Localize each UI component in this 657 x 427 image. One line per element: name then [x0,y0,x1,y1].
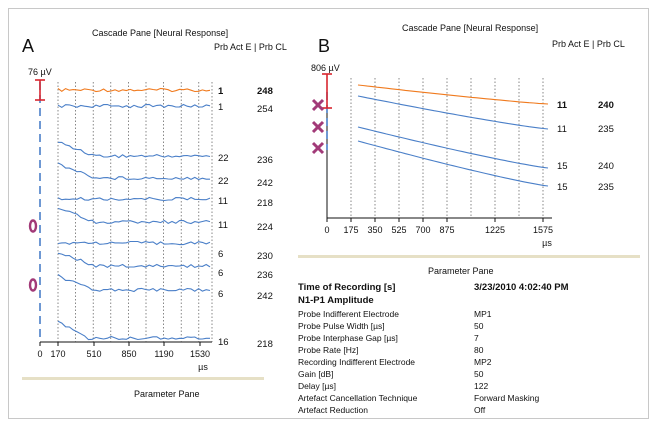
panel-b-row-current-level: 240 [598,100,614,111]
panel-b-x-tick-label: 525 [391,225,406,235]
panel-a-separator [22,377,264,380]
parameter-value: 50 [474,369,484,379]
panel-a-trace [57,162,210,181]
panel-b-x-unit: µs [542,238,552,248]
parameter-value: MP2 [474,357,492,367]
parameter-value: Forward Masking [474,393,540,403]
panel-a-marker-oval [28,278,38,292]
panel-b-row-current-level: 235 [598,182,614,193]
parameter-value: 7 [474,333,479,343]
parameter-value: 3/23/2010 4:02:40 PM [474,282,569,293]
panel-b-row-act-electrode: 15 [557,161,568,172]
panel-a-trace [57,274,211,293]
panel-a-trace [57,196,211,202]
panel-a-trace [57,252,211,269]
panel-b-trace [357,140,549,187]
parameter-value: 80 [474,345,484,355]
panel-a-x-tick-label: 0 [37,349,42,359]
panel-b-x-tick-label: 875 [439,225,454,235]
panel-a-row-current-level: 218 [257,198,273,209]
panel-a-row-current-level: 254 [257,104,273,115]
panel-a-trace [57,240,211,246]
panel-a-x-tick-label: 850 [121,349,136,359]
panel-a-row-current-level: 236 [257,270,273,281]
panel-b-row-current-level: 235 [598,124,614,135]
parameter-value: 50 [474,321,484,331]
panel-b-scale-label: 806 µV [311,63,340,73]
panel-b-label: B [318,36,331,56]
panel-a-trace [57,141,211,159]
parameter-label: Artefact Cancellation Technique [298,393,418,403]
parameter-label: Delay [µs] [298,381,336,391]
panel-a-x-unit: µs [198,362,208,372]
panel-b-cascade-title: Cascade Pane [Neural Response] [402,23,539,33]
panel-a-row-current-level: 230 [257,251,273,262]
panel-a-marker-oval [28,219,38,233]
panel-a-row-current-level: 242 [257,178,273,189]
panel-a-trace [57,320,210,341]
panel-a-x-tick-label: 510 [86,349,101,359]
panel-a-row-act-electrode: 22 [218,176,229,187]
parameter-label: Gain [dB] [298,369,334,379]
parameter-label: Probe Rate [Hz] [298,345,359,355]
panel-a-row-current-level: 218 [257,339,273,350]
panel-b-x-tick-label: 1225 [485,225,505,235]
panel-a-x-tick-label: 1530 [190,349,210,359]
panel-a-scale-label: 76 µV [28,67,52,77]
panel-b-row-act-electrode: 15 [557,182,568,193]
panel-b-x-tick-label: 1575 [533,225,553,235]
parameter-label: Probe Interphase Gap [µs] [298,333,398,343]
panel-a-trace [57,103,211,109]
parameter-label: N1-P1 Amplitude [298,295,374,306]
panel-a-row-act-electrode: 6 [218,289,224,300]
panel-a-parameter-pane-title: Parameter Pane [134,389,200,399]
panel-a-x-tick-label: 1190 [154,349,173,359]
parameter-label: Probe Indifferent Electrode [298,309,399,319]
panel-b-trace [357,126,549,169]
panel-a-row-act-electrode: 16 [218,337,229,348]
panel-a-column-header: Prb Act E | Prb CL [214,42,287,52]
parameter-label: Probe Pulse Width [µs] [298,321,385,331]
panel-a-row-current-level: 224 [257,222,273,233]
panel-a-cascade-title: Cascade Pane [Neural Response] [92,28,229,38]
panel-a-trace [57,87,211,93]
panel-a-row-act-electrode: 11 [218,196,228,207]
panel-a-label: A [22,36,35,56]
panel-a-row-act-electrode: 1 [218,86,224,97]
parameter-pane-title: Parameter Pane [428,266,494,276]
panel-b-row-current-level: 240 [598,161,614,172]
parameter-value: 122 [474,381,489,391]
panel-a-trace [57,207,211,225]
panel-b-x-tick-label: 350 [367,225,382,235]
panel-b-row-act-electrode: 11 [557,100,568,111]
panel-b-marker-x [311,120,325,134]
panel-b-x-tick-label: 700 [415,225,430,235]
parameter-pane-separator [298,255,640,258]
panel-b-column-header: Prb Act E | Prb CL [552,39,625,49]
panel-b-marker-x [311,98,325,112]
panel-a-row-act-electrode: 11 [218,220,228,231]
panel-a-row-act-electrode: 6 [218,268,224,279]
parameter-value: MP1 [474,309,492,319]
panel-a-row-act-electrode: 6 [218,249,224,260]
panel-a-row-current-level: 248 [257,86,273,97]
panel-b-trace [357,95,549,130]
parameter-label: Artefact Reduction [298,405,368,415]
panel-a-row-act-electrode: 22 [218,153,229,164]
parameter-value: Off [474,405,486,415]
panel-b-row-act-electrode: 11 [557,124,567,135]
panel-b-x-tick-label: 175 [343,225,358,235]
parameter-label: Time of Recording [s] [298,282,396,293]
panel-a-row-current-level: 242 [257,291,273,302]
panel-b-x-tick-label: 0 [324,225,329,235]
application-window [8,8,649,419]
parameter-label: Recording Indifferent Electrode [298,357,416,367]
panel-a-x-tick-label: 170 [50,349,65,359]
panel-b-trace [357,84,549,105]
panel-a-row-current-level: 236 [257,155,273,166]
panel-a-row-act-electrode: 1 [218,102,224,113]
panel-b-marker-x [311,141,325,155]
